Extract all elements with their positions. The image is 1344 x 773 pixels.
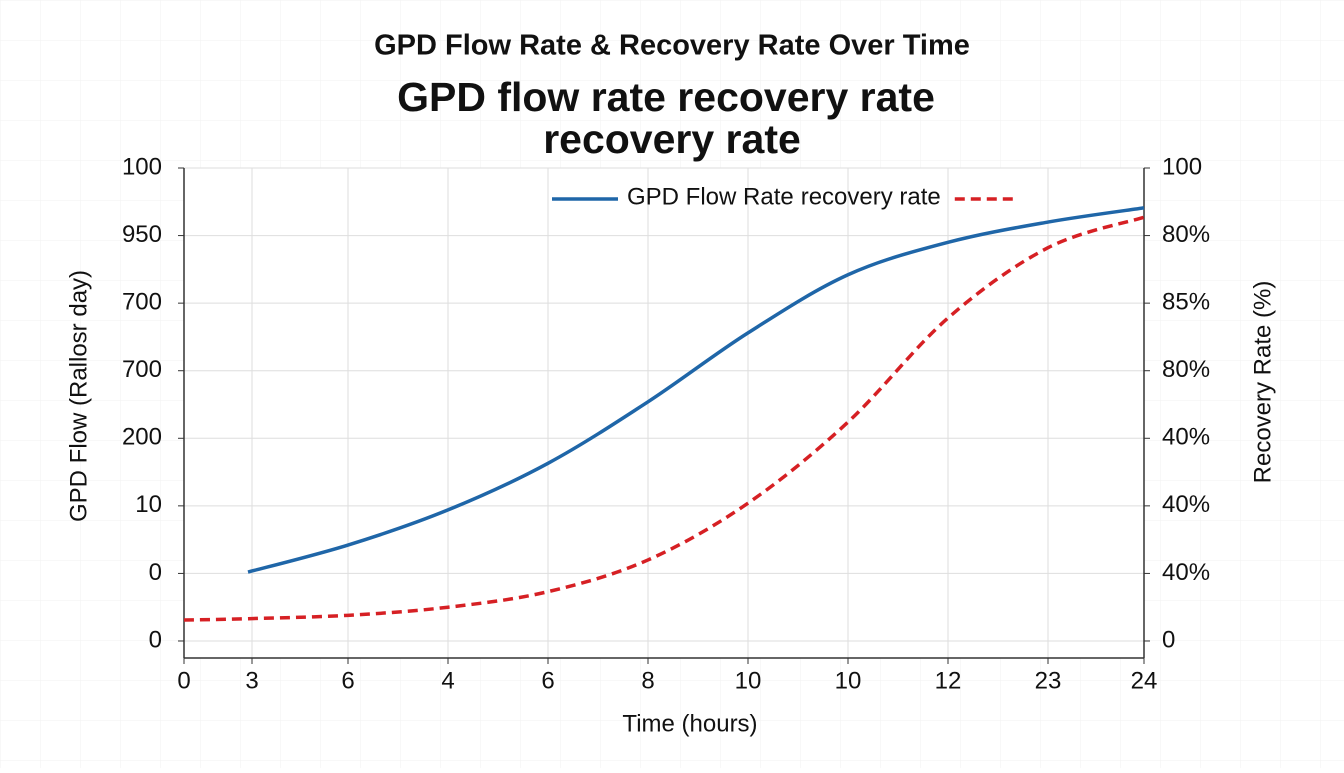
y2-tick-label: 100 — [1162, 153, 1202, 180]
y-tick-label: 0 — [149, 559, 162, 586]
chart-title: GPD Flow Rate & Recovery Rate Over Time — [374, 30, 970, 62]
y-axis-label: GPD Flow (Rallosr day) — [65, 270, 92, 522]
y2-tick-label: 85% — [1162, 288, 1210, 315]
x-tick-label: 4 — [441, 667, 454, 694]
lines — [183, 206, 1145, 622]
y-tick-label: 10 — [135, 491, 162, 518]
legend-label: GPD Flow Rate — [627, 183, 794, 210]
x-tick-label: 8 — [641, 667, 654, 694]
grid — [178, 167, 1150, 664]
x-axis-label: Time (hours) — [622, 710, 757, 737]
x-tick-label: 6 — [541, 667, 554, 694]
legend-label: recovery rate — [801, 183, 941, 210]
plot-area — [184, 168, 1144, 658]
y2-tick-label: 40% — [1162, 491, 1210, 518]
x-tick-label: 10 — [835, 667, 862, 694]
y2-tick-label: 40% — [1162, 424, 1210, 451]
x-tick-label: 0 — [177, 667, 190, 694]
y2-tick-label: 80% — [1162, 221, 1210, 248]
y2-tick-label: 0 — [1162, 626, 1175, 653]
y-tick-label: 200 — [122, 424, 162, 451]
chart-subtitle: GPD flow rate recovery rate — [397, 74, 935, 120]
x-tick-label: 23 — [1035, 667, 1062, 694]
x-tick-label: 24 — [1131, 667, 1158, 694]
x-tick-label: 3 — [245, 667, 258, 694]
y-tick-label: 100 — [122, 153, 162, 180]
y-tick-label: 700 — [122, 356, 162, 383]
series-line — [183, 215, 1145, 622]
series-line — [247, 206, 1145, 574]
y2-tick-label: 80% — [1162, 356, 1210, 383]
y-tick-label: 0 — [149, 626, 162, 653]
chart-subtitle: recovery rate — [543, 116, 801, 162]
x-tick-label: 6 — [341, 667, 354, 694]
x-tick-label: 12 — [935, 667, 962, 694]
y2-tick-label: 40% — [1162, 559, 1210, 586]
y-tick-label: 700 — [122, 288, 162, 315]
legend: GPD Flow Rate recovery rate — [552, 183, 1015, 210]
y2-axis-label: Recovery Rate (%) — [1249, 281, 1276, 484]
y-tick-label: 950 — [122, 221, 162, 248]
x-tick-label: 10 — [735, 667, 762, 694]
